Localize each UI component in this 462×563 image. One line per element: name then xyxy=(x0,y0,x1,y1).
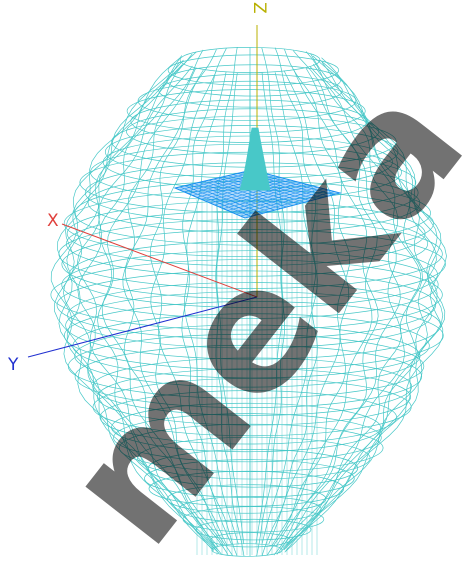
mesh-meridian xyxy=(99,51,225,547)
mesh-ring xyxy=(148,470,345,507)
mesh-ring xyxy=(167,54,339,86)
mesh-meridian xyxy=(268,49,351,545)
mesh-meridian xyxy=(261,72,318,557)
mesh-ring xyxy=(166,484,327,514)
ground-plane-grid-line xyxy=(218,177,299,205)
mesh-ring xyxy=(50,259,443,331)
mesh-meridian xyxy=(150,70,233,556)
y-axis-label: Y xyxy=(7,355,19,375)
mesh-ring xyxy=(195,518,312,541)
mesh-ring xyxy=(111,402,381,453)
mesh-meridian xyxy=(97,68,222,555)
mesh-meridian xyxy=(282,53,423,547)
mesh-meridian xyxy=(285,62,446,552)
ground-plane-grid-line xyxy=(218,184,308,208)
x-axis-label: X xyxy=(47,211,59,231)
mesh-meridian xyxy=(271,50,378,546)
mesh-meridian xyxy=(256,72,285,557)
mesh-ring xyxy=(118,423,384,473)
ground-plane-grid-line xyxy=(236,189,330,215)
mesh-meridian xyxy=(50,59,215,551)
mesh-meridian xyxy=(215,46,245,544)
feed-spike xyxy=(239,127,271,191)
ground-plane-grid-line xyxy=(209,181,297,204)
mesh-ring xyxy=(74,324,421,388)
mesh-meridian xyxy=(77,65,220,554)
mesh-meridian xyxy=(255,47,285,544)
mesh-meridian xyxy=(122,49,228,546)
mesh-ring xyxy=(63,301,444,371)
mesh-meridian xyxy=(57,57,217,550)
z-axis-label: Z xyxy=(249,2,269,14)
mesh-ring xyxy=(126,89,366,133)
mesh-meridian xyxy=(276,51,401,547)
ground-plane-grid-line xyxy=(240,191,335,217)
ground-plane-grid-line xyxy=(227,186,319,211)
mesh-meridian xyxy=(279,65,421,554)
mesh-ring xyxy=(144,459,355,498)
mesh-ring xyxy=(56,270,437,340)
mesh-meridian xyxy=(77,53,219,547)
mesh-meridian xyxy=(150,49,232,545)
mesh-meridian xyxy=(63,55,216,548)
mesh-ring xyxy=(113,413,382,463)
mesh-ring xyxy=(137,80,357,121)
mesh-meridian xyxy=(215,72,245,557)
x-axis-line xyxy=(61,223,258,298)
mesh-ring xyxy=(72,313,430,379)
mesh-meridian xyxy=(261,47,318,545)
mesh-meridian xyxy=(273,69,379,556)
mesh-meridian xyxy=(182,48,239,545)
mesh-ring xyxy=(61,229,446,300)
ground-plane-grid-line xyxy=(214,182,302,206)
mesh-ring xyxy=(166,64,341,97)
mesh-meridian xyxy=(283,57,444,550)
mesh-ring xyxy=(66,200,426,267)
mesh-ring xyxy=(137,436,371,480)
svg-text:Z: Z xyxy=(249,2,269,14)
mesh-meridian xyxy=(283,59,447,551)
mesh-meridian xyxy=(66,64,219,553)
mesh-ring xyxy=(158,73,343,108)
mesh-meridian xyxy=(282,55,437,549)
mesh-ring xyxy=(74,344,423,409)
ground-plane-grid-line xyxy=(223,185,313,209)
mesh-meridian xyxy=(284,63,438,553)
mesh-ring xyxy=(92,357,413,416)
y-axis-line xyxy=(27,296,258,358)
ground-plane-grid-line xyxy=(231,188,324,213)
mesh-meridian xyxy=(54,62,214,552)
